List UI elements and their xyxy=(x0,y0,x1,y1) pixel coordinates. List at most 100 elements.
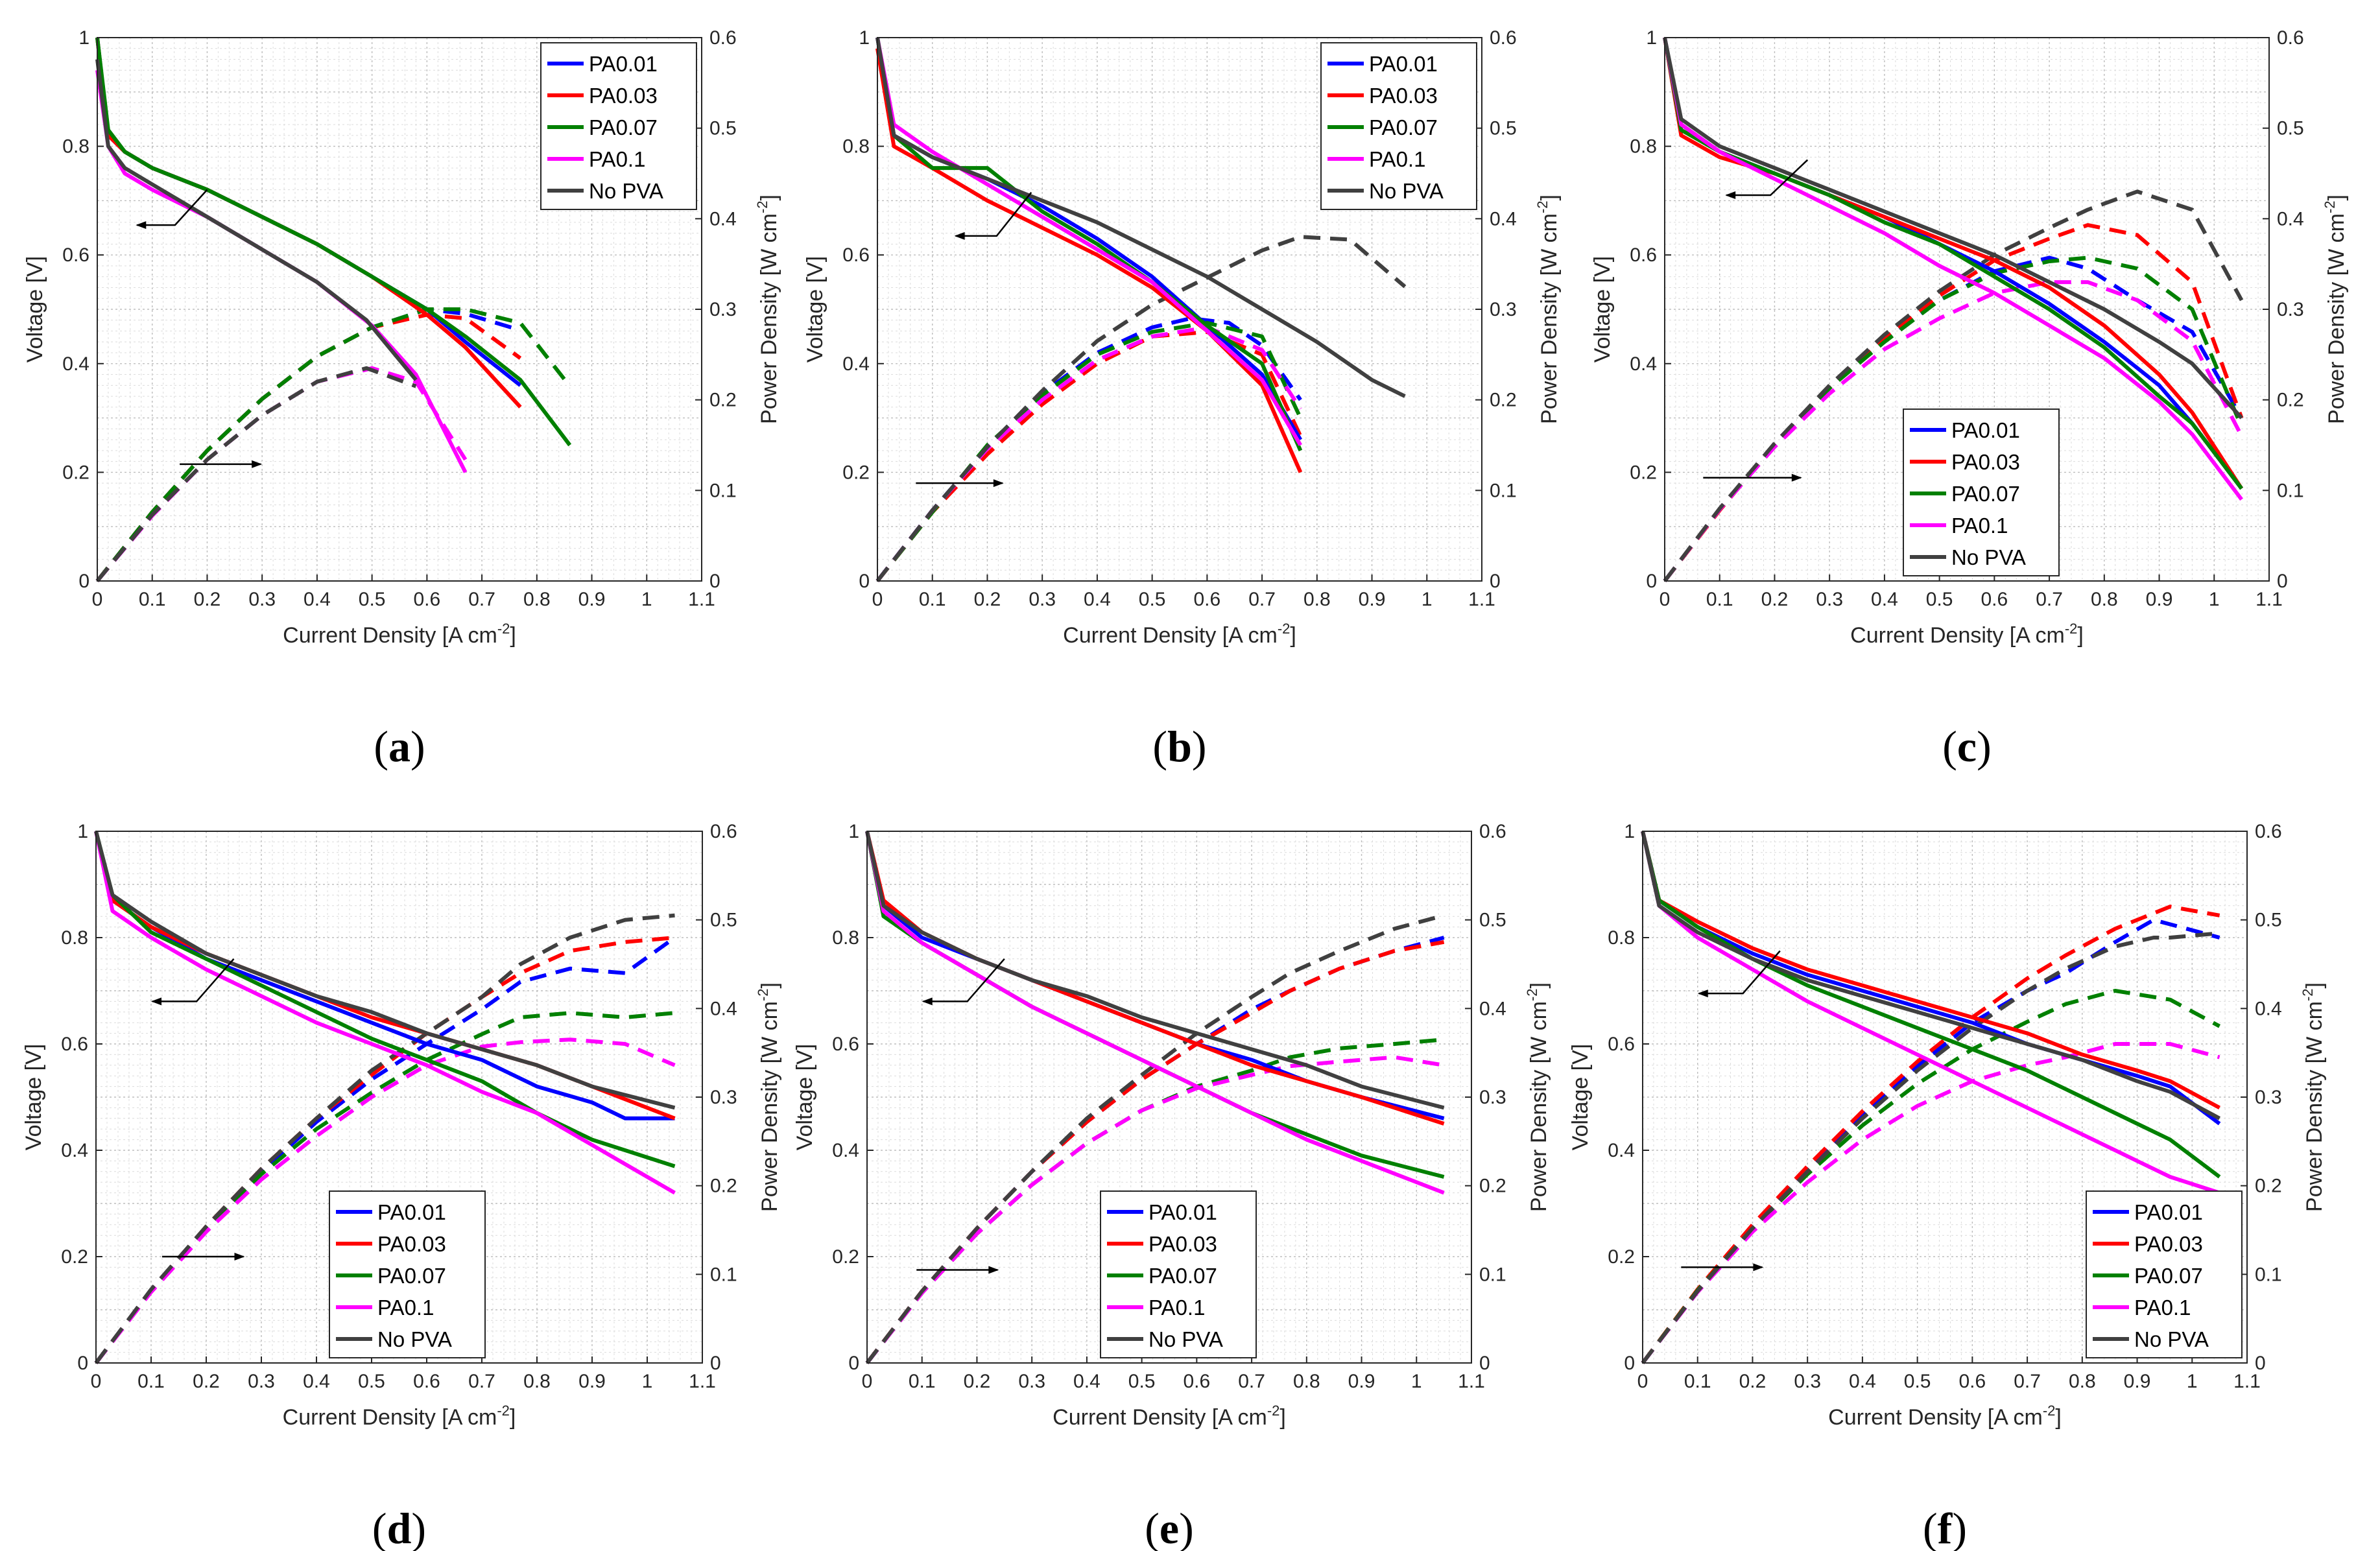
x-tick-label: 0.5 xyxy=(358,1371,385,1392)
legend-label: PA0.01 xyxy=(2134,1200,2203,1224)
chart-panel-f: 0 0.1 0.2 0.3 0.4 0.5 0.6 0.7 0.8 0.9 1 1.100.20.40… xyxy=(1568,821,2327,1551)
x-tick-label: 0.1 xyxy=(909,1371,936,1392)
legend-item: PA0.07 xyxy=(1910,482,2020,506)
y-left-axis-label: Voltage [V] xyxy=(1590,256,1615,362)
x-tick-label: 1.1 xyxy=(2233,1371,2261,1392)
y-right-tick-label: 0.2 xyxy=(709,390,737,411)
x-tick-label: 0.5 xyxy=(359,589,386,610)
legend-item: PA0.01 xyxy=(2093,1200,2203,1224)
legend-label: PA0.1 xyxy=(377,1296,434,1320)
y-left-tick-label: 0.2 xyxy=(832,1246,859,1268)
y-right-tick-label: 0.5 xyxy=(710,910,737,931)
y-left-tick-label: 0 xyxy=(78,571,89,592)
voltage-line-no-pva xyxy=(865,831,1445,1110)
y-right-tick-label: 0.2 xyxy=(1479,1176,1506,1197)
legend-label: No PVA xyxy=(1148,1327,1223,1351)
y-left-tick-label: 0.4 xyxy=(832,1140,859,1161)
y-right-tick-label: 0.2 xyxy=(2277,390,2304,411)
legend-item: PA0.07 xyxy=(1107,1264,1217,1288)
voltage-line-pa0-1 xyxy=(875,37,1302,447)
x-tick-label: 0.9 xyxy=(1359,589,1386,610)
y-right-tick-label: 0 xyxy=(710,1353,721,1374)
y-right-tick-label: 0.5 xyxy=(1490,118,1517,139)
legend-label: PA0.01 xyxy=(1148,1200,1217,1224)
y-right-tick-label: 0.6 xyxy=(710,821,737,842)
y-left-tick-label: 1 xyxy=(848,821,859,842)
y-left-tick-label: 0.2 xyxy=(1608,1246,1635,1268)
y-left-tick-label: 0 xyxy=(1624,1353,1635,1374)
legend: PA0.01 PA0.03 PA0.07 PA0.1 No PVA xyxy=(540,42,697,210)
legend-label: PA0.01 xyxy=(377,1200,446,1224)
x-tick-label: 0 xyxy=(91,1371,102,1392)
y-right-tick-label: 0 xyxy=(2255,1353,2266,1374)
y-left-tick-label: 1 xyxy=(78,27,89,49)
chart-panel-e: 0 0.1 0.2 0.3 0.4 0.5 0.6 0.7 0.8 0.9 1 1.100.20.40… xyxy=(792,821,1551,1551)
y-left-tick-label: 0.2 xyxy=(61,1246,88,1268)
legend-label: PA0.07 xyxy=(1951,482,2020,506)
voltage-line-pa0-1 xyxy=(94,831,676,1195)
y-right-tick-label: 0.5 xyxy=(2277,118,2304,139)
power-line-pa0-1 xyxy=(1641,1042,2220,1364)
x-axis-label: Current Density [A cm-2] xyxy=(283,1403,516,1430)
x-tick-label: 0.2 xyxy=(1739,1371,1767,1392)
y-right-axis-label: Power Density [W cm-2] xyxy=(2322,195,2349,424)
y-right-tick-label: 0.3 xyxy=(1490,299,1517,320)
chart-panel-a: 0 0.1 0.2 0.3 0.4 0.5 0.6 0.7 0.8 0.9 1 1.100.20.40… xyxy=(23,27,781,771)
legend-item: No PVA xyxy=(1910,545,2026,569)
legend-label: PA0.03 xyxy=(1951,450,2020,474)
legend-item: No PVA xyxy=(2093,1327,2209,1351)
x-tick-label: 0.8 xyxy=(2069,1371,2096,1392)
x-tick-label: 0.8 xyxy=(1303,589,1331,610)
legend-label: PA0.01 xyxy=(1369,52,1438,76)
y-left-axis-label: Voltage [V] xyxy=(792,1044,817,1150)
legend: PA0.01 PA0.03 PA0.07 PA0.1 No PVA xyxy=(2086,1190,2243,1358)
voltage-line-no-pva xyxy=(875,37,1406,398)
y-right-tick-label: 0 xyxy=(2277,571,2288,592)
y-left-tick-label: 0.4 xyxy=(842,353,870,375)
legend-item: No PVA xyxy=(1327,179,1444,203)
legend-item: PA0.07 xyxy=(1327,115,1438,139)
power-line-no-pva xyxy=(865,913,1445,1364)
legend-item: No PVA xyxy=(336,1327,452,1351)
arrow-to-voltage-axis xyxy=(922,958,1005,1006)
legend-item: No PVA xyxy=(547,179,663,203)
legend-label: PA0.01 xyxy=(589,52,658,76)
x-tick-label: 0.9 xyxy=(2146,589,2173,610)
chart-panel-c: 0 0.1 0.2 0.3 0.4 0.5 0.6 0.7 0.8 0.9 1 1.100.20.40… xyxy=(1590,27,2349,771)
y-left-tick-label: 0.8 xyxy=(61,927,88,949)
arrow-to-power-axis xyxy=(916,1266,999,1274)
y-right-tick-label: 0.4 xyxy=(2255,998,2282,1019)
legend-label: No PVA xyxy=(2134,1327,2209,1351)
legend-item: PA0.01 xyxy=(547,52,658,76)
y-right-axis-label: Power Density [W cm-2] xyxy=(1534,195,1562,424)
y-left-tick-label: 0.8 xyxy=(1630,136,1657,158)
y-right-tick-label: 0.3 xyxy=(1479,1087,1506,1108)
legend: PA0.01 PA0.03 PA0.07 PA0.1 No PVA xyxy=(1320,42,1477,210)
legend-item: PA0.1 xyxy=(2093,1296,2191,1320)
arrow-to-power-axis xyxy=(1703,473,1802,482)
legend-item: PA0.1 xyxy=(1910,514,2008,538)
arrow-to-power-axis xyxy=(1681,1263,1764,1272)
legend-label: PA0.07 xyxy=(377,1264,446,1288)
arrow-to-power-axis xyxy=(916,479,1004,488)
x-tick-label: 0.4 xyxy=(303,589,331,610)
y-right-tick-label: 0.1 xyxy=(1479,1264,1506,1285)
legend-item: PA0.03 xyxy=(1107,1232,1217,1256)
y-right-tick-label: 0 xyxy=(1479,1353,1490,1374)
chart-panel-d: 0 0.1 0.2 0.3 0.4 0.5 0.6 0.7 0.8 0.9 1 1.100.20.40… xyxy=(21,821,782,1551)
y-left-tick-label: 0.2 xyxy=(842,462,870,483)
x-tick-label: 1 xyxy=(1411,1371,1422,1392)
x-tick-label: 0.9 xyxy=(578,589,606,610)
x-tick-label: 0.3 xyxy=(1794,1371,1821,1392)
chart-panel-b: 0 0.1 0.2 0.3 0.4 0.5 0.6 0.7 0.8 0.9 1 1.100.20.40… xyxy=(803,27,1562,771)
power-line-pa0-01 xyxy=(875,316,1302,582)
legend-label: PA0.1 xyxy=(1951,514,2008,538)
x-tick-label: 0.9 xyxy=(578,1371,606,1392)
x-tick-label: 0.1 xyxy=(1706,589,1733,610)
y-left-tick-label: 0 xyxy=(848,1353,859,1374)
legend-label: PA0.1 xyxy=(1369,147,1425,171)
x-tick-label: 0 xyxy=(92,589,103,610)
panel-label: (f) xyxy=(1923,1504,1967,1551)
power-line-no-pva xyxy=(94,913,675,1364)
y-right-tick-label: 0.1 xyxy=(2277,480,2304,501)
